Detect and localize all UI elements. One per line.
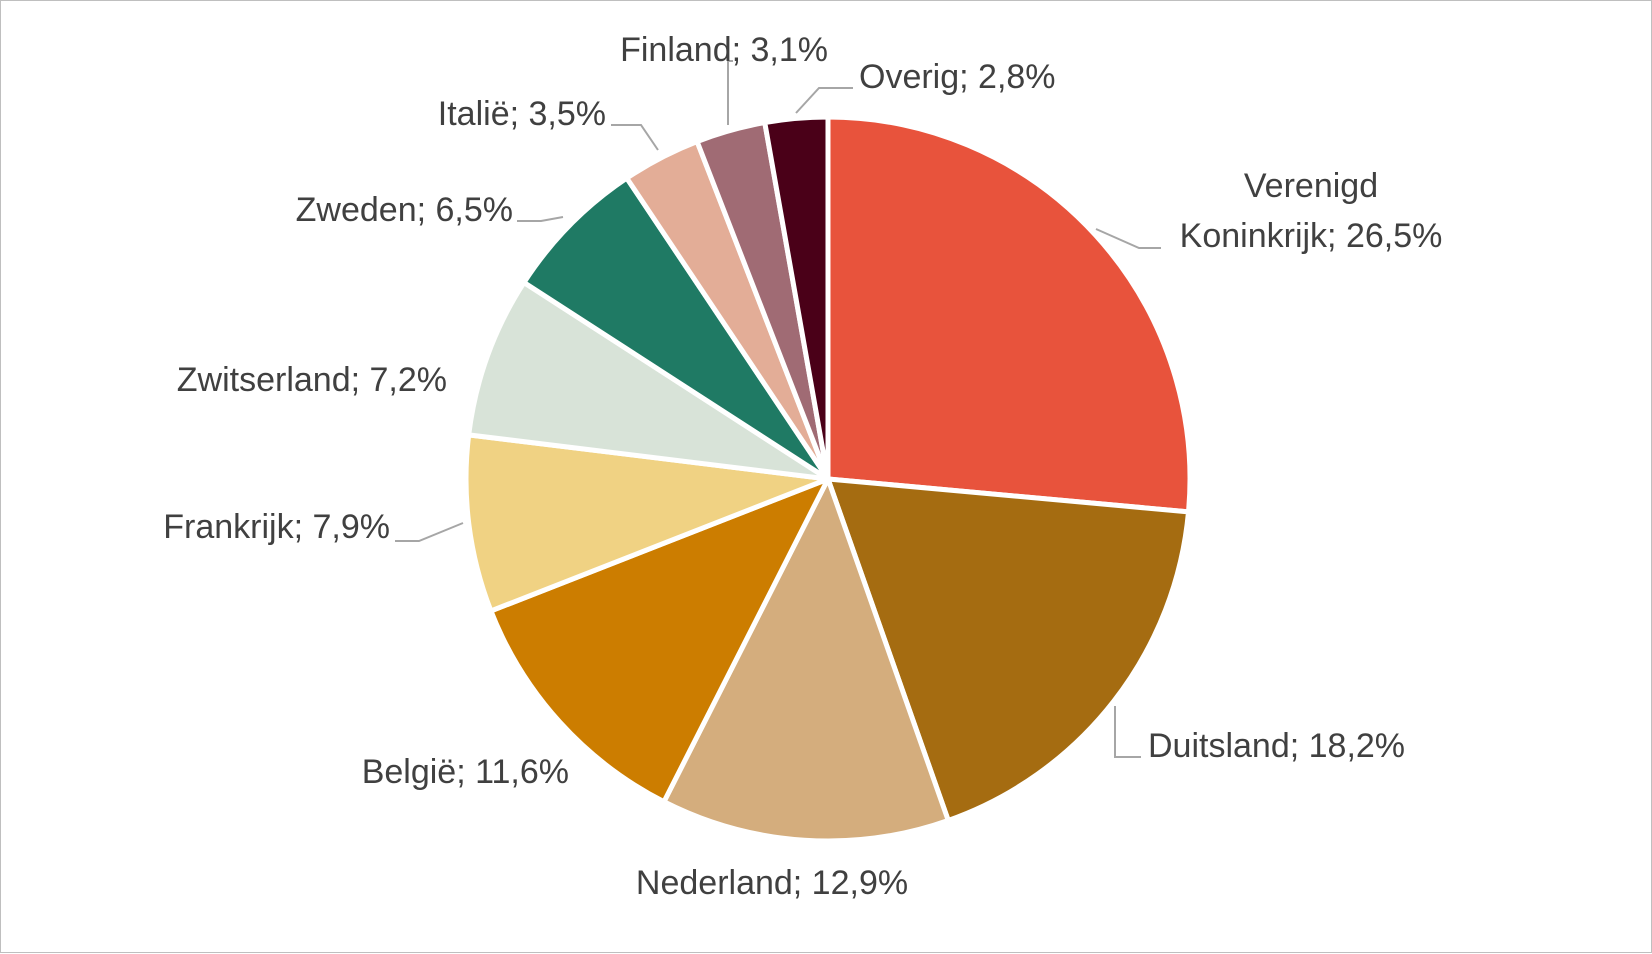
leader-line (395, 522, 464, 542)
leader-line (1114, 706, 1141, 758)
data-label-line: Koninkrijk; 26,5% (1180, 217, 1443, 255)
data-label-line: Zwitserland; 7,2% (177, 361, 447, 399)
leader-line (1095, 228, 1161, 249)
leader-line (795, 87, 853, 114)
data-label-line: Italië; 3,5% (438, 95, 606, 133)
data-label-line: Verenigd (1244, 167, 1378, 205)
data-label: Duitsland; 18,2% (1148, 727, 1405, 765)
data-label: Overig; 2,8% (859, 58, 1056, 96)
pie-slice-zwitserland (466, 280, 831, 482)
data-label-line: Frankrijk; 7,9% (163, 508, 390, 546)
data-label: Italië; 3,5% (438, 95, 606, 133)
data-label-line: Duitsland; 18,2% (1148, 727, 1405, 765)
data-label: Finland; 3,1% (620, 31, 828, 69)
leader-line (611, 124, 659, 151)
leader-line (727, 60, 733, 125)
pie-slice-zweden (521, 175, 831, 482)
pie-slice-duitsland (825, 476, 1191, 823)
data-label-line: Zweden; 6,5% (296, 191, 513, 229)
label-leader-lines (395, 60, 1161, 758)
data-label: Frankrijk; 7,9% (163, 508, 390, 546)
data-labels: Verenigd Koninkrijk; 26,5% Duitsland; 18,2… (163, 31, 1442, 902)
data-label-line: België; 11,6% (362, 753, 569, 791)
leader-line (517, 216, 564, 222)
pie-slice-nederland (661, 476, 951, 844)
data-label: Nederland; 12,9% (636, 864, 908, 902)
pie-slices (463, 114, 1193, 844)
data-label: Zwitserland; 7,2% (177, 361, 447, 399)
data-label-line: Overig; 2,8% (859, 58, 1056, 96)
data-label: België; 11,6% (362, 753, 569, 791)
pie-slice-verenigd-koninkrijk (825, 114, 1193, 515)
pie-slice-belgië (488, 476, 831, 805)
pie-slice-frankrijk (463, 432, 831, 614)
data-label: Verenigd Koninkrijk; 26,5% (1180, 167, 1443, 255)
data-label-line: Finland; 3,1% (620, 31, 828, 69)
pie-slice-overig (762, 114, 831, 482)
data-label: Zweden; 6,5% (296, 191, 513, 229)
data-label-line: Nederland; 12,9% (636, 864, 908, 902)
